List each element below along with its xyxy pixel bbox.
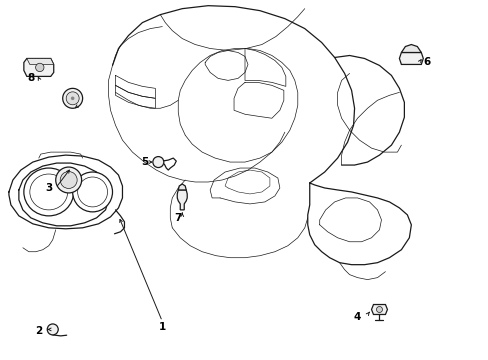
- Circle shape: [71, 96, 74, 100]
- Polygon shape: [24, 58, 54, 76]
- Text: 5: 5: [141, 157, 148, 167]
- Circle shape: [56, 167, 81, 193]
- Polygon shape: [399, 53, 423, 64]
- Polygon shape: [177, 190, 187, 210]
- Circle shape: [62, 88, 82, 108]
- Circle shape: [36, 63, 44, 72]
- Ellipse shape: [73, 172, 112, 212]
- Text: 8: 8: [27, 73, 34, 84]
- Polygon shape: [178, 184, 186, 190]
- Ellipse shape: [24, 168, 74, 216]
- Polygon shape: [371, 305, 386, 315]
- Text: 7: 7: [174, 213, 182, 223]
- Text: 4: 4: [353, 312, 361, 323]
- Text: 9: 9: [67, 100, 74, 110]
- Text: 1: 1: [159, 323, 165, 332]
- Polygon shape: [27, 58, 54, 64]
- Text: 6: 6: [423, 58, 430, 67]
- Circle shape: [376, 306, 382, 312]
- Circle shape: [47, 324, 58, 335]
- Circle shape: [153, 157, 163, 167]
- Circle shape: [66, 92, 79, 105]
- Text: 3: 3: [45, 183, 52, 193]
- Text: 2: 2: [35, 327, 42, 336]
- Polygon shape: [401, 45, 421, 53]
- Circle shape: [60, 171, 77, 189]
